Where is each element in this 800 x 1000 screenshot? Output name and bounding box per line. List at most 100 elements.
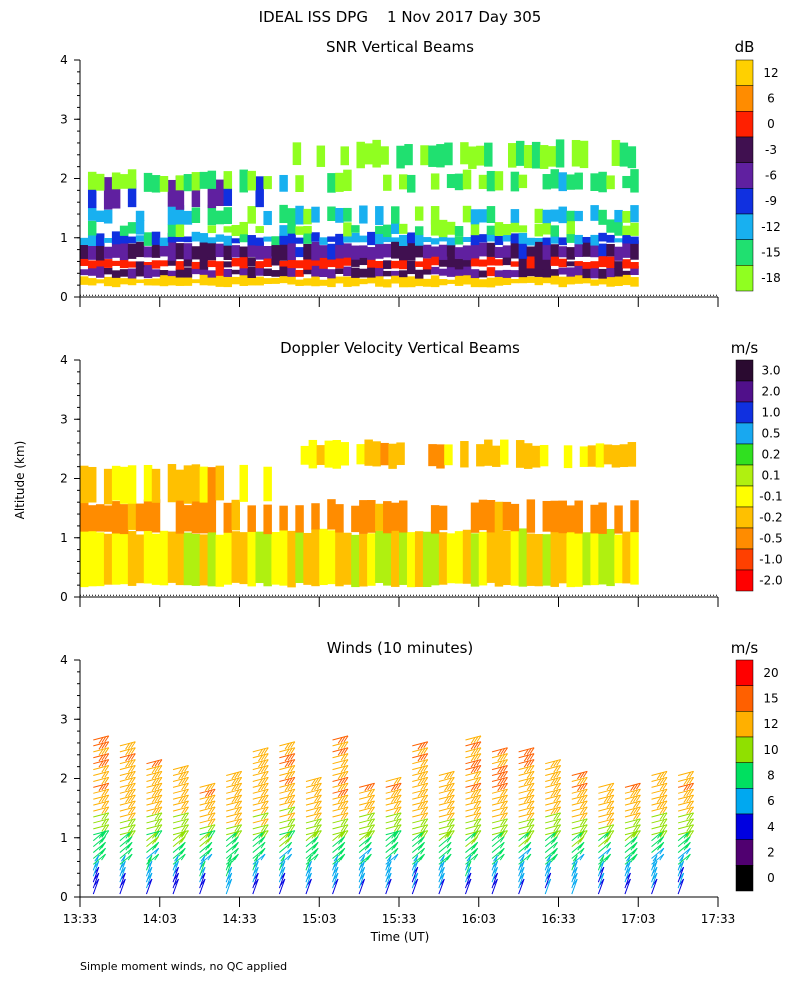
wind-barb-feather [101,771,107,779]
wind-barb [438,861,445,877]
wind-barb-feather [470,790,476,798]
wind-barb-feather [366,853,372,861]
heatmap-cell [518,255,528,269]
heatmap-cell [396,145,405,169]
wind-barb-feather [260,842,266,849]
heatmap-cell [175,499,185,534]
wind-barb [146,782,163,788]
wind-barb-feather [337,796,343,803]
panels: SNR Vertical Beams01234dB1260-3-6-9-12-1… [60,38,783,944]
wind-barb-feather [577,838,583,845]
colorbar-swatch [735,569,754,592]
wind-barb [226,782,242,788]
heatmap-cell [476,444,485,467]
heatmap-cell [199,534,209,586]
wind-barb-feather [659,825,665,832]
wind-barb [411,861,419,877]
wind-barb-feather [473,760,479,767]
heatmap-cell [574,528,583,587]
heatmap-cell [303,243,312,260]
wind-barb-feather [125,796,130,803]
wind-barb-feather [652,878,658,886]
wind-barb-feather [417,772,423,780]
x-tick-label: 16:33 [541,912,576,926]
wind-barb-feather [579,836,585,843]
heatmap-cell [462,169,472,190]
wind-barb-feather [333,872,339,880]
wind-barb-feather [307,872,312,880]
page-title: IDEAL ISS DPG 1 Nov 2017 Day 305 [259,8,542,26]
wind-barb [332,747,349,753]
heatmap-cell [574,261,583,266]
wind-barb-feather [263,830,269,837]
wind-barb-feather [287,847,293,855]
wind-barb-feather [519,860,525,868]
wind-barb-feather [180,836,186,843]
wind-barb-feather [340,825,346,832]
heatmap-cell [351,232,360,243]
wind-barb-feather [529,765,535,772]
heatmap-cell [438,234,448,242]
colorbar-label: 4 [767,820,775,834]
wind-barb-feather [420,819,426,826]
wind-barb [199,866,206,883]
x-tick-label: 17:33 [701,912,736,926]
wind-barb-feather [125,754,130,762]
x-axis-label: Time (UT) [370,930,430,944]
wind-barb [332,735,349,741]
heatmap-cell [622,272,631,286]
wind-barb-feather [313,847,319,855]
heatmap-cell [534,208,544,224]
wind-barb-feather [582,806,588,814]
wind-barb-feather [290,782,296,790]
wind-barb-feather [553,831,559,838]
heatmap-cell [311,274,320,287]
wind-barb [677,861,685,877]
heatmap-cell [539,444,549,467]
wind-barb-feather [287,813,293,820]
wind-barb [385,861,392,877]
wind-barb [412,776,428,782]
wind-barb [491,853,505,865]
heatmap-cell [606,275,615,287]
wind-barb-feather [439,872,445,880]
wind-barb-feather [449,788,455,796]
heatmap-cell [494,222,504,237]
wind-barb-feather [447,807,452,815]
wind-barb-feather [626,872,631,880]
wind-barb-feather [178,796,184,803]
colorbar-swatch [735,659,754,686]
wind-barb-feather [606,842,612,849]
wind-barb [412,824,428,830]
wind-barb-feather [98,748,104,756]
heatmap-cell [367,247,376,260]
wind-barb [119,866,126,883]
wind-barb-feather [423,788,429,796]
wind-barb [385,794,402,800]
wind-barb-feather [343,741,349,749]
heatmap-cell [335,258,344,269]
wind-barb-feather [526,783,532,791]
heatmap-cell [510,278,520,284]
wind-barb [358,878,366,895]
heatmap-cell [167,531,177,583]
heatmap-cell [183,505,193,532]
heatmap-cell [444,444,453,466]
wind-barb [465,812,482,818]
heatmap-cell [438,219,448,238]
colorbar-swatch [735,422,754,445]
wind-barb [597,872,605,889]
heatmap-cell [566,261,575,267]
wind-barb-feather [237,800,243,808]
wind-barb [677,878,685,895]
heatmap-cell [239,255,248,269]
wind-barb-feather [420,807,426,815]
heatmap-cell [119,240,129,261]
wind-barb [518,866,525,883]
wind-barb-feather [449,824,455,831]
wind-barb-feather [98,796,104,803]
wind-barb-feather [178,843,184,851]
wind-barb [518,806,535,812]
wind-barb-feather [556,824,562,831]
wind-barb [385,878,392,895]
